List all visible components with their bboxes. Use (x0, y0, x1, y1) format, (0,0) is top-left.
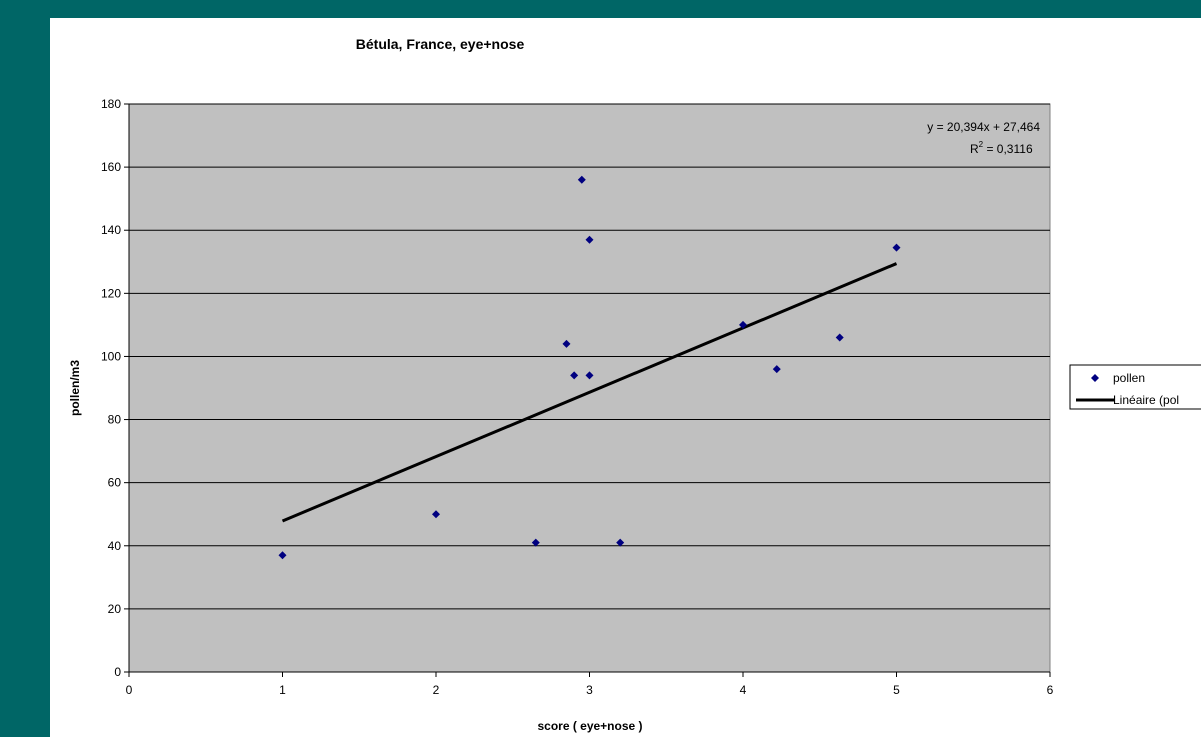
data-point (585, 235, 594, 244)
data-points (278, 175, 901, 560)
r2-superscript: 2 (979, 140, 984, 149)
data-point (432, 510, 440, 519)
plot-area (128, 103, 1051, 673)
y-tick-label: 140 (101, 223, 121, 237)
y-tick-label: 100 (101, 349, 121, 363)
x-tick-label: 6 (1047, 683, 1054, 697)
legend-label-pollen: pollen (1113, 371, 1145, 385)
legend-marker-pollen (1091, 374, 1099, 382)
data-point (570, 371, 579, 380)
x-tick-label: 2 (433, 683, 440, 697)
legend-box (1069, 364, 1201, 410)
x-tick-label: 1 (279, 683, 286, 697)
y-tick-label: 40 (108, 539, 122, 553)
y-tick-labels: 0 20 40 60 80 100 120 140 160 180 (101, 97, 121, 679)
r-squared-label: R2 = 0,3116 (970, 140, 1033, 156)
data-point (562, 339, 571, 348)
grid-lines (124, 103, 1050, 673)
data-point (835, 333, 844, 342)
legend-label-trend: Linéaire (pol (1113, 393, 1179, 407)
trendline (281, 262, 898, 523)
data-point (739, 320, 747, 329)
chart-title: Bétula, France, eye+nose (356, 36, 525, 52)
r2-value: = 0,3116 (983, 142, 1033, 156)
r2-prefix: R (970, 142, 979, 156)
legend: pollen Linéaire (pol (1069, 364, 1201, 410)
trendline-equation: y = 20,394x + 27,464 (927, 120, 1040, 134)
chart: Bétula, France, eye+nose 020406080100120… (68, 36, 1201, 733)
y-tick-label: 160 (101, 160, 121, 174)
data-point (577, 175, 586, 184)
x-axis-label: score ( eye+nose ) (537, 719, 642, 733)
axes (128, 104, 1051, 677)
x-tick-label: 5 (893, 683, 900, 697)
x-tick-label: 3 (586, 683, 593, 697)
x-tick-label: 0 (126, 683, 133, 697)
data-point (892, 243, 901, 252)
y-tick-label: 20 (108, 602, 122, 616)
data-point (278, 551, 287, 560)
y-axis-label: pollen/m3 (68, 360, 82, 416)
x-tick-labels: 0 1 2 3 4 5 6 (126, 683, 1054, 697)
data-point (772, 365, 781, 374)
y-tick-label: 180 (101, 97, 121, 111)
y-tick-label: 120 (101, 286, 121, 300)
y-tick-label: 0 (114, 665, 121, 679)
data-point (531, 538, 540, 547)
slide: Bétula, France, eye+nose 0 20 40 60 80 100 120… (50, 18, 1201, 737)
y-tick-label: 60 (108, 476, 122, 490)
y-tick-label: 80 (108, 413, 122, 427)
trendline-group (281, 262, 898, 523)
data-point (616, 538, 625, 547)
x-tick-label: 4 (740, 683, 747, 697)
data-point (585, 371, 594, 380)
